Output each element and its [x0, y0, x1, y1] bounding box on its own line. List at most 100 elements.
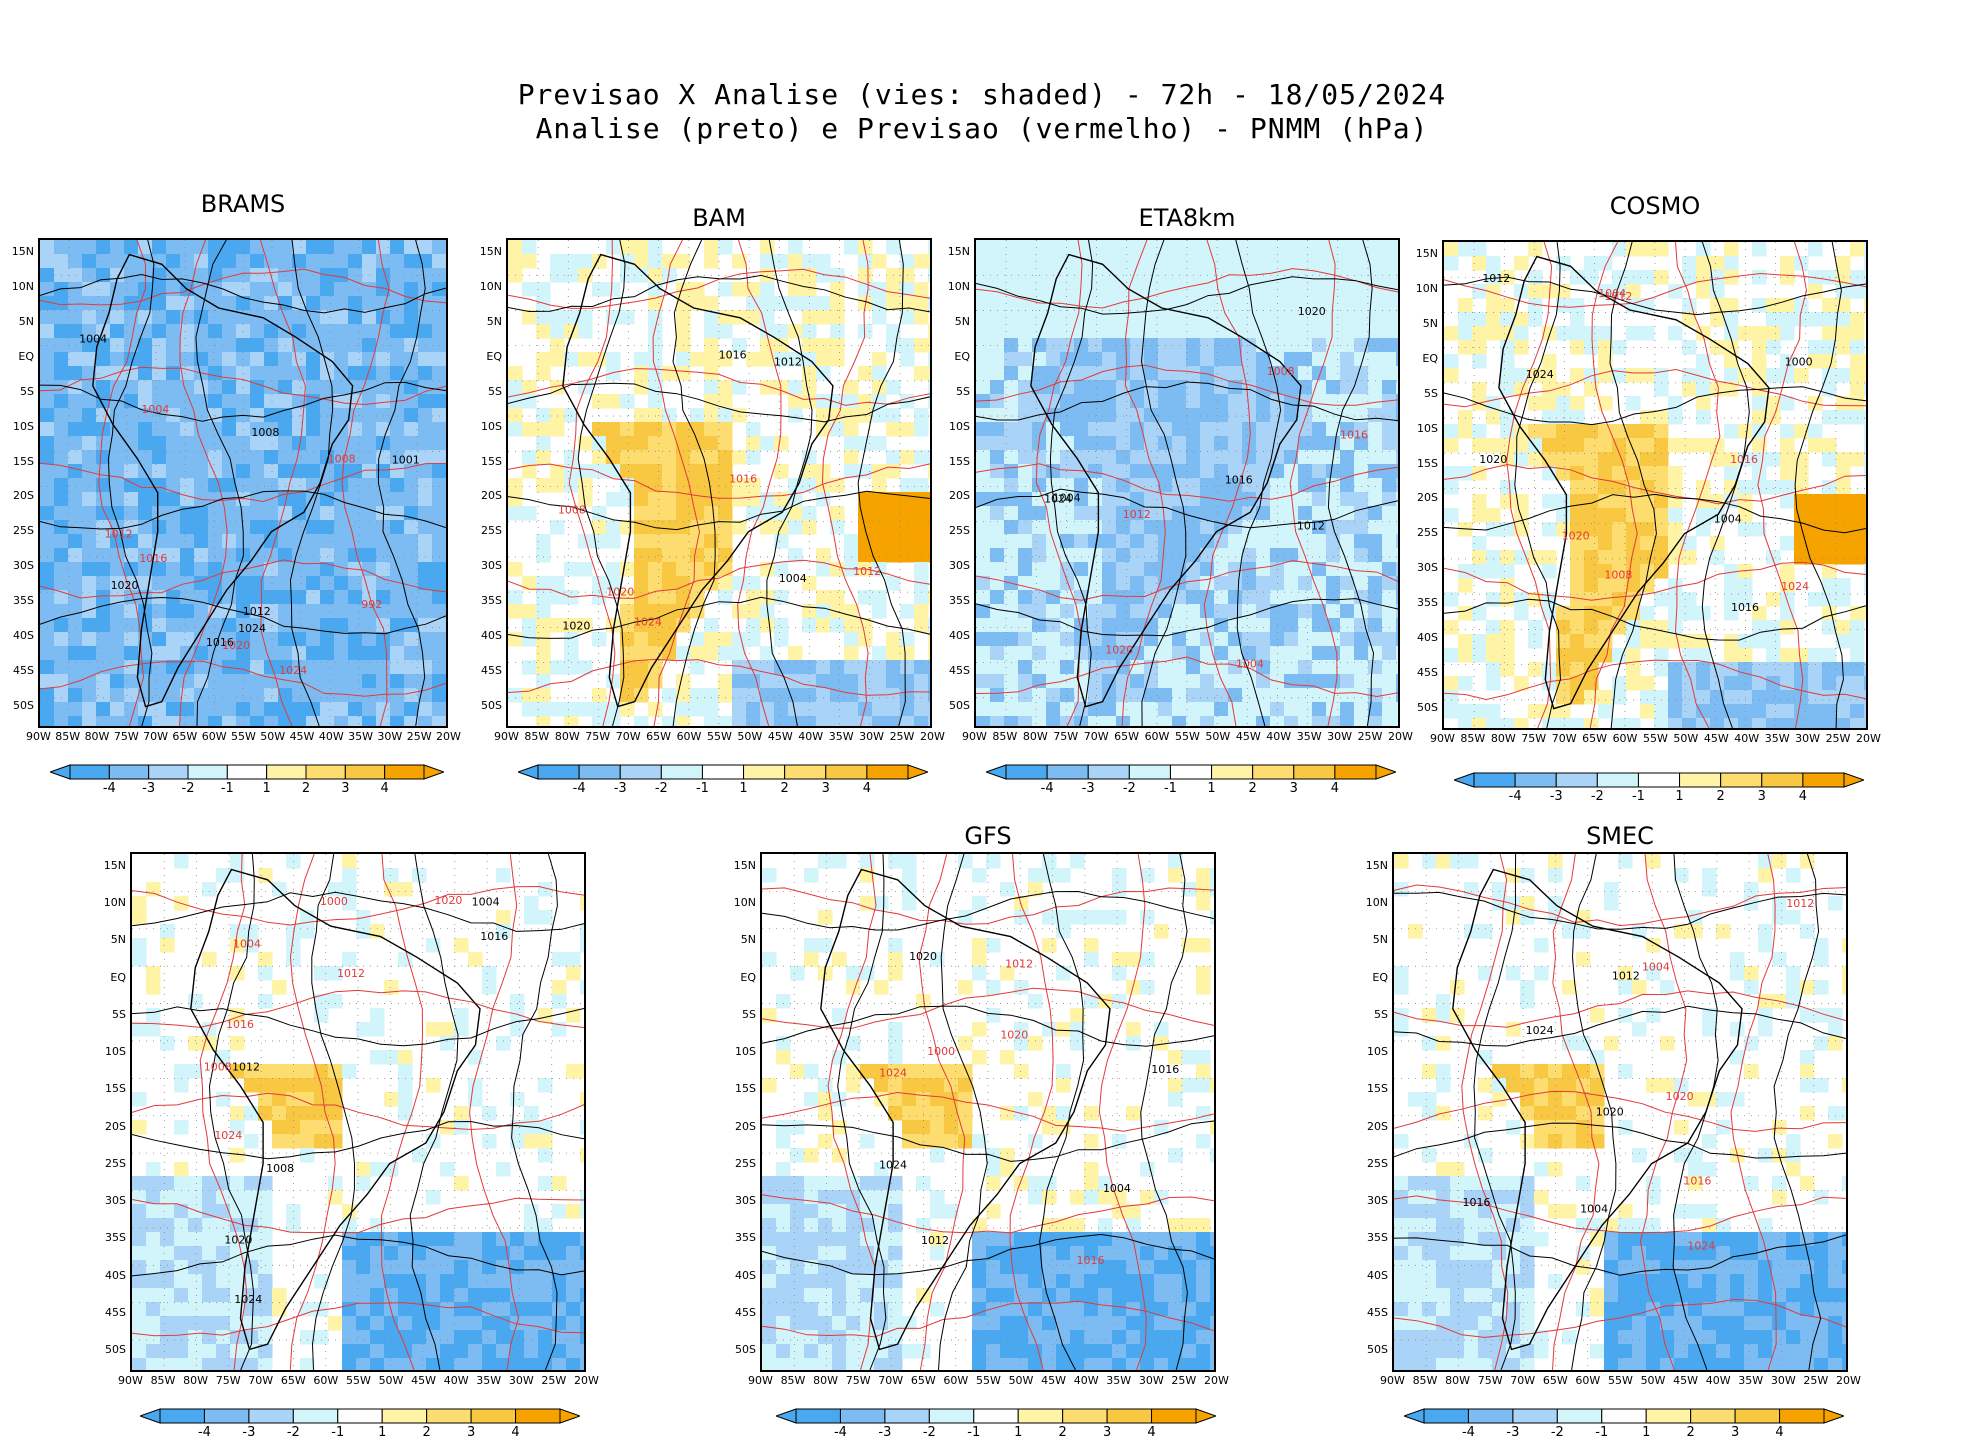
bias-cell [566, 1302, 581, 1317]
bias-cell [454, 1274, 469, 1289]
bias-cell [258, 1064, 273, 1079]
bias-cell [1046, 254, 1061, 269]
bias-cell [1116, 422, 1131, 437]
bias-cell [976, 380, 991, 395]
bias-cell [990, 282, 1005, 297]
bias-cell [1130, 464, 1145, 479]
bias-cell [972, 1288, 987, 1303]
bias-cell [1584, 690, 1599, 705]
bias-cell [1214, 324, 1229, 339]
bias-cell [40, 674, 55, 689]
bias-cell [152, 352, 167, 367]
bias-cell [1368, 324, 1383, 339]
colorbar-segment [227, 765, 266, 779]
bias-cell [180, 436, 195, 451]
bias-cell [278, 604, 293, 619]
bias-cell [900, 506, 915, 521]
bias-cell [82, 716, 97, 726]
bias-cell [300, 1120, 315, 1135]
bias-cell [1046, 240, 1061, 255]
bias-cell [1298, 324, 1313, 339]
bias-cell [510, 1232, 525, 1247]
bias-cell [1242, 674, 1257, 689]
bias-cell [1046, 660, 1061, 675]
bias-cell [508, 366, 523, 381]
bias-cell [888, 1288, 903, 1303]
lat-tick-label: 50S [96, 1343, 126, 1356]
bias-cell [776, 1120, 791, 1135]
bias-cell [306, 450, 321, 465]
bias-cell [804, 1148, 819, 1163]
bias-cell [264, 352, 279, 367]
bias-cell [398, 1232, 413, 1247]
bias-cell [160, 1218, 175, 1233]
bias-cell [264, 464, 279, 479]
bias-cell [718, 310, 733, 325]
bias-cell [760, 688, 775, 703]
bias-cell [146, 966, 161, 981]
bias-cell [1200, 394, 1215, 409]
bias-cell [886, 674, 901, 689]
bias-cell [1074, 436, 1089, 451]
bias-cell [1382, 716, 1397, 726]
bias-cell [1158, 352, 1173, 367]
bias-cell [1808, 424, 1823, 439]
bias-cell [1256, 506, 1271, 521]
bias-cell [1130, 562, 1145, 577]
bias-cell [1116, 352, 1131, 367]
bias-cell [1354, 688, 1369, 703]
bias-cell [1396, 380, 1398, 395]
bias-cell [732, 688, 747, 703]
bias-cell [1382, 240, 1397, 255]
bias-cell [1808, 438, 1823, 453]
colorbar-segment [345, 765, 384, 779]
bias-cell [634, 408, 649, 423]
bias-cell [314, 1106, 329, 1121]
bias-cell [760, 436, 775, 451]
bias-cell [580, 1302, 584, 1317]
bias-cell [1256, 450, 1271, 465]
bias-cell [1864, 354, 1866, 369]
bias-cell [1682, 256, 1697, 271]
bias-cell [1458, 466, 1473, 481]
bias-cell [900, 548, 915, 563]
bias-cell [1140, 1246, 1155, 1261]
lat-tick-label: 15S [1408, 457, 1438, 470]
bias-cell [1822, 452, 1837, 467]
bias-cell [900, 674, 915, 689]
bias-cell [1158, 324, 1173, 339]
bias-cell [1368, 352, 1383, 367]
lat-tick-label: 10S [4, 420, 34, 433]
bias-cell [886, 464, 901, 479]
bias-cell [580, 1274, 584, 1289]
bias-cell [138, 422, 153, 437]
bias-cell [990, 450, 1005, 465]
bias-cell [1368, 674, 1383, 689]
bias-cell [54, 548, 69, 563]
bias-cell [124, 646, 139, 661]
bias-cell [580, 1288, 584, 1303]
bias-cell [976, 688, 991, 703]
bias-cell [418, 422, 433, 437]
bias-cell [1864, 424, 1866, 439]
bias-cell [1340, 338, 1355, 353]
bias-cell [550, 576, 565, 591]
colorbar-segment [1170, 765, 1211, 779]
bias-cell [1556, 606, 1571, 621]
bias-cell [1172, 240, 1187, 255]
bias-cell [1116, 604, 1131, 619]
bias-cell [552, 1246, 567, 1261]
bias-cell [732, 716, 747, 726]
colorbar-segment [1515, 773, 1556, 787]
bias-cell [1168, 1148, 1183, 1163]
bias-cell [468, 1288, 483, 1303]
bias-cell [1168, 1218, 1183, 1233]
bias-cell [1584, 424, 1599, 439]
lon-tick-label: 75W [1053, 730, 1078, 743]
bias-cell [160, 1246, 175, 1261]
bias-cell [872, 548, 887, 563]
bias-cell [1340, 324, 1355, 339]
bias-cell [482, 966, 497, 981]
bias-cell [216, 1246, 231, 1261]
